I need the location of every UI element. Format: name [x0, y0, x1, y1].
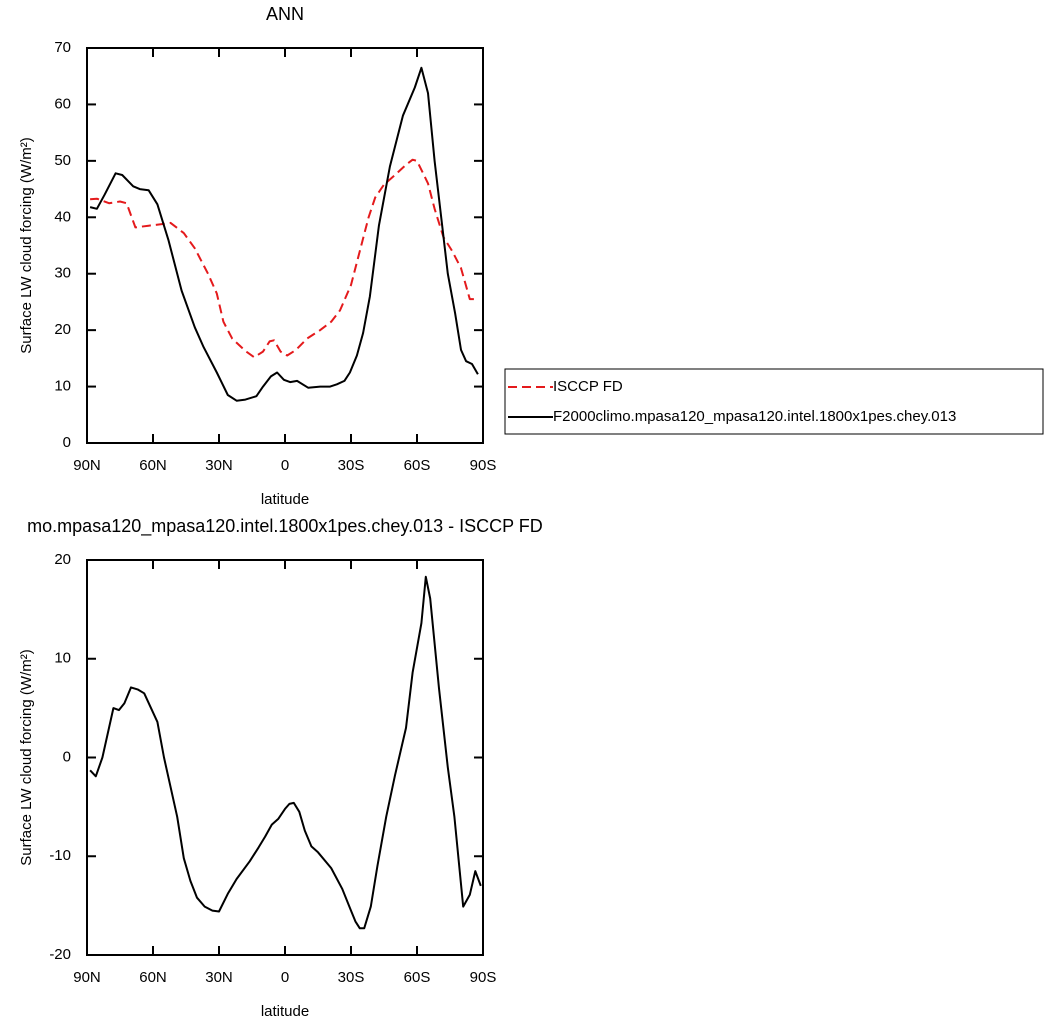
y-tick-label: 40 [54, 208, 71, 225]
chart-title: ANN [266, 4, 304, 24]
x-tick-label: 90N [73, 457, 101, 474]
y-tick-label: 10 [54, 650, 71, 667]
y-tick-label: 70 [54, 39, 71, 56]
legend-box [504, 368, 1044, 435]
y-axis-label: Surface LW cloud forcing (W/m²) [18, 649, 35, 865]
x-tick-label: 30N [205, 457, 233, 474]
y-tick-label: 20 [54, 551, 71, 568]
legend-label: ISCCP FD [553, 378, 623, 395]
y-tick-label: 20 [54, 321, 71, 338]
data-line [89, 575, 482, 930]
y-axis-label: Surface LW cloud forcing (W/m²) [18, 137, 35, 353]
y-tick-label: -10 [49, 847, 71, 864]
plot-frame [86, 47, 484, 444]
y-tick-label: -20 [49, 946, 71, 963]
x-tick-label: 30S [338, 969, 365, 986]
x-tick-label: 90S [470, 969, 497, 986]
x-tick-label: 90S [470, 457, 497, 474]
x-tick-label: 60N [139, 457, 167, 474]
y-tick-label: 50 [54, 152, 71, 169]
y-tick-label: 0 [63, 748, 71, 765]
x-tick-label: 60N [139, 969, 167, 986]
x-tick-label: 30S [338, 457, 365, 474]
x-tick-label: 60S [404, 969, 431, 986]
data-line [90, 158, 479, 359]
chart-title: mo.mpasa120_mpasa120.intel.1800x1pes.che… [27, 516, 543, 537]
legend-label: F2000climo.mpasa120_mpasa120.intel.1800x… [553, 408, 956, 425]
x-tick-label: 30N [205, 969, 233, 986]
y-tick-label: 0 [63, 434, 71, 451]
x-tick-label: 90N [73, 969, 101, 986]
y-tick-label: 10 [54, 378, 71, 395]
data-line [89, 66, 479, 402]
x-axis-label: latitude [261, 1003, 309, 1020]
y-tick-label: 60 [54, 95, 71, 112]
x-axis-label: latitude [261, 491, 309, 508]
x-tick-label: 0 [281, 969, 289, 986]
plot-frame [86, 559, 484, 956]
x-tick-label: 60S [404, 457, 431, 474]
y-tick-label: 30 [54, 265, 71, 282]
x-tick-label: 0 [281, 457, 289, 474]
